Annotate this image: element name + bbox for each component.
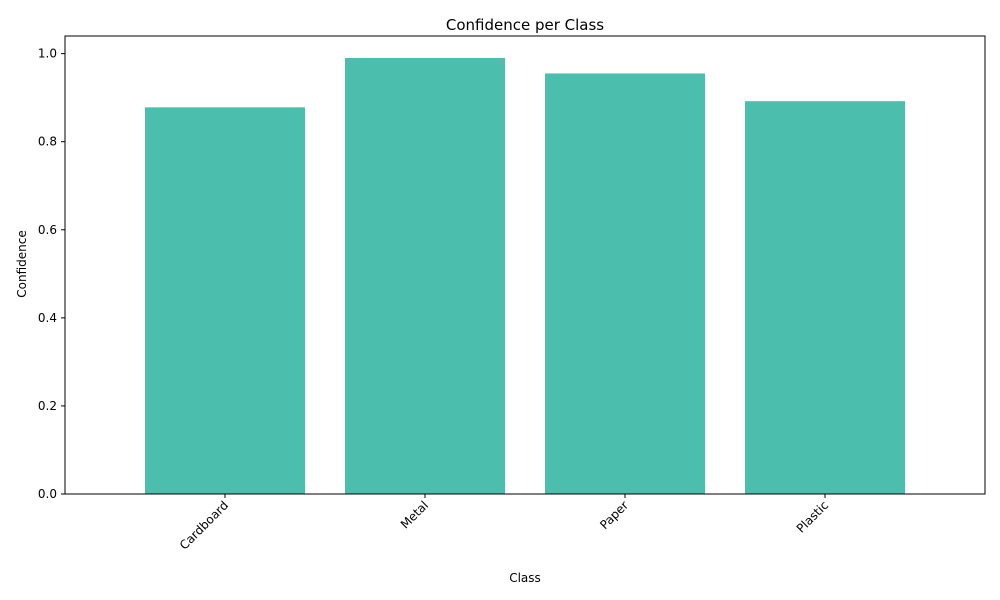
x-tick-label: Cardboard [177,498,231,552]
y-tick-label: 0.0 [38,487,57,501]
x-tick-label: Plastic [794,498,831,535]
x-tick-label: Paper [597,498,631,532]
bars-group [145,58,905,495]
y-tick-label: 0.2 [38,399,57,413]
x-axis-label: Class [509,571,541,585]
bar-paper [545,73,705,495]
y-axis-label: Confidence [15,230,29,297]
y-tick-label: 0.6 [38,223,57,237]
chart-title: Confidence per Class [446,16,604,34]
y-tick-label: 1.0 [38,47,57,61]
plot-frame [64,35,986,495]
x-axis: Cardboard Metal Paper Plastic [177,494,831,552]
y-axis: 0.0 0.2 0.4 0.6 0.8 1.0 [38,47,65,501]
bar-cardboard [145,107,305,494]
bar-plastic [745,101,905,494]
y-tick-label: 0.8 [38,135,57,149]
y-tick-label: 0.4 [38,311,57,325]
bar-metal [345,58,505,495]
x-tick-label: Metal [398,498,431,531]
